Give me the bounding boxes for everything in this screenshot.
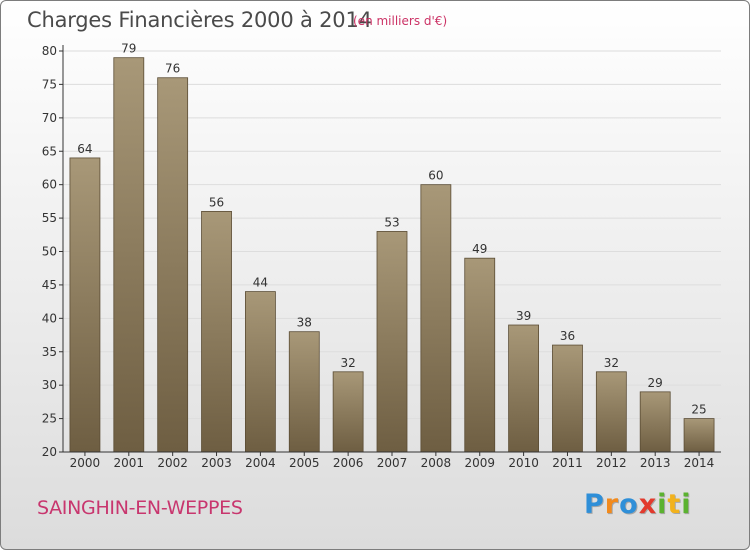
bar-value-label: 53	[384, 215, 399, 229]
y-tick-label: 70	[42, 111, 57, 125]
axes: 20 25 30 35 40 45 50 55 60 65 70 75 80 2000 2001 2002 20…	[42, 44, 721, 470]
y-tick-label: 75	[42, 77, 57, 91]
bar	[683, 418, 715, 453]
bar-value-label: 32	[340, 356, 355, 370]
proxiti-logo[interactable]: Proxiti	[584, 489, 692, 520]
x-tick-label: 2014	[684, 456, 715, 470]
x-tick-label: 2012	[596, 456, 627, 470]
bar-value-label: 39	[516, 309, 531, 323]
bar	[69, 157, 101, 453]
bar	[508, 324, 540, 453]
y-tick-label: 65	[42, 144, 57, 158]
bar	[552, 344, 583, 453]
x-tick-label: 2000	[70, 456, 101, 470]
bar-value-label: 79	[121, 42, 136, 56]
bar	[288, 331, 320, 453]
bar-value-label: 64	[77, 142, 92, 156]
bar-value-label: 32	[604, 356, 619, 370]
bar-value-label: 60	[428, 169, 443, 183]
brand-letter: i	[657, 489, 668, 520]
y-tick-label: 60	[42, 178, 57, 192]
chart-subtitle: (en milliers d'€)	[353, 14, 448, 28]
x-tick-label: 2002	[157, 456, 188, 470]
y-tick-label: 45	[42, 278, 57, 292]
chart-title: Charges Financières 2000 à 2014	[27, 8, 372, 32]
bar	[332, 371, 364, 453]
y-tick-label: 40	[42, 311, 57, 325]
bar-value-label: 36	[560, 329, 575, 343]
brand-letter: o	[619, 489, 639, 520]
x-tick-label: 2007	[377, 456, 408, 470]
brand-letter: t	[667, 489, 682, 520]
commune-name: SAINGHIN-EN-WEPPES	[37, 497, 243, 519]
brand-letter: P	[584, 489, 605, 520]
x-tick-label: 2001	[114, 456, 145, 470]
x-tick-label: 2011	[552, 456, 583, 470]
bar	[464, 257, 496, 453]
bar-value-label: 38	[297, 316, 312, 330]
bar-value-label: 25	[691, 403, 706, 417]
x-tick-label: 2013	[640, 456, 671, 470]
bar	[201, 210, 232, 453]
x-tick-label: 2004	[245, 456, 276, 470]
bar-value-label: 44	[253, 276, 268, 290]
bar-value-label: 56	[209, 195, 224, 209]
bar	[420, 184, 452, 453]
bar-value-label: 76	[165, 62, 180, 76]
bar	[595, 371, 627, 453]
bar	[376, 231, 408, 453]
brand-letter: i	[681, 489, 692, 520]
y-tick-label: 20	[42, 445, 57, 459]
y-tick-label: 25	[42, 412, 57, 426]
bar	[639, 391, 671, 453]
bar-value-label: 49	[472, 242, 487, 256]
brand-letter: x	[638, 489, 658, 520]
x-tick-label: 2008	[421, 456, 452, 470]
bars: 64 79 76 56 44 38 32 53 60 49 39 36 32 29 25	[69, 42, 715, 453]
bar	[244, 291, 276, 453]
bar-value-label: 29	[648, 376, 663, 390]
x-tick-label: 2006	[333, 456, 364, 470]
y-tick-label: 50	[42, 245, 57, 259]
bar	[157, 77, 189, 453]
x-tick-label: 2009	[464, 456, 495, 470]
y-tick-label: 30	[42, 378, 57, 392]
x-tick-label: 2010	[508, 456, 539, 470]
x-tick-label: 2003	[201, 456, 232, 470]
brand-letter: r	[604, 489, 620, 520]
y-tick-label: 55	[42, 211, 57, 225]
y-tick-label: 35	[42, 345, 57, 359]
y-tick-label: 80	[42, 44, 57, 58]
x-tick-label: 2005	[289, 456, 320, 470]
bar	[113, 57, 145, 453]
